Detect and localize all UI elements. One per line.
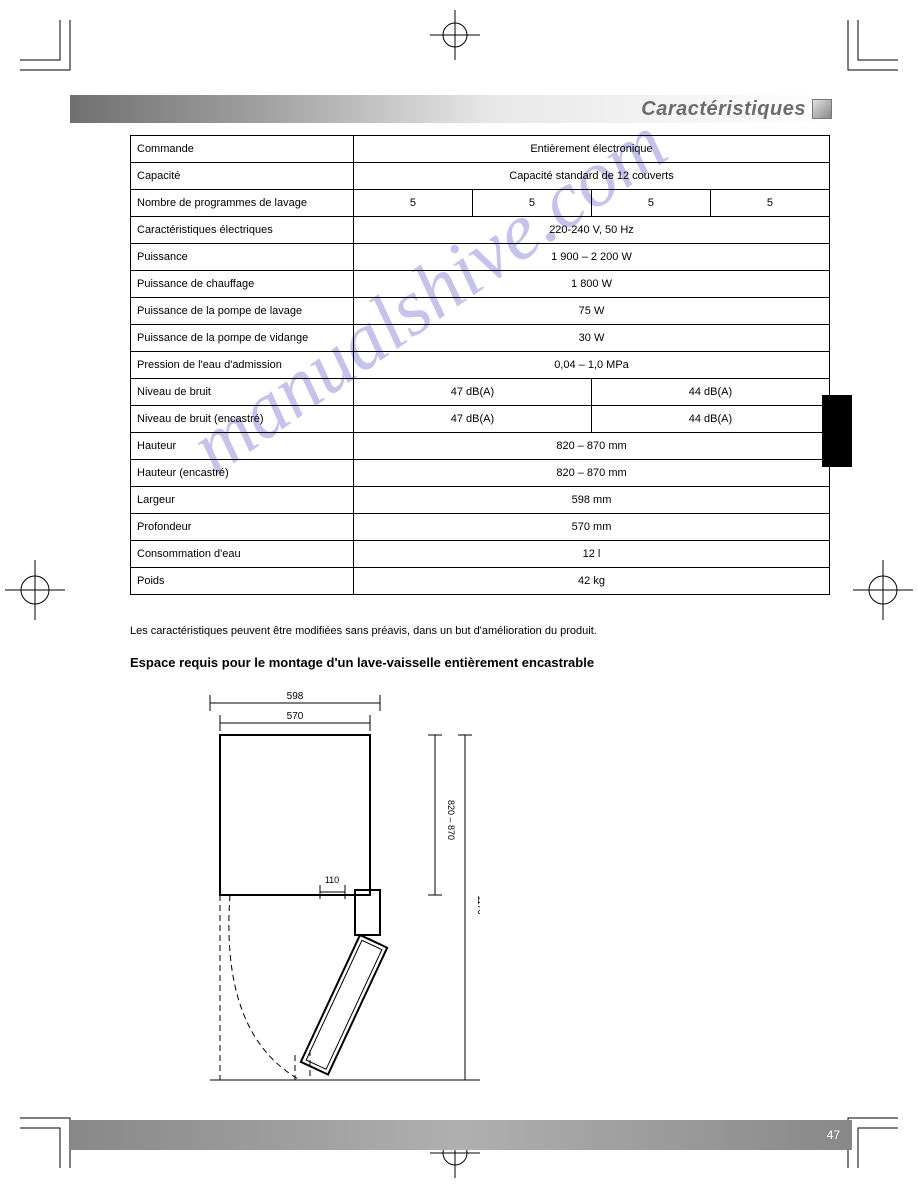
- table-row: Profondeur 570 mm: [131, 514, 830, 541]
- svg-text:110: 110: [325, 875, 339, 885]
- table-row: Puissance de chauffage 1 800 W: [131, 271, 830, 298]
- reg-mark-top: [430, 10, 480, 60]
- reg-mark-right: [853, 560, 913, 620]
- table-row: Niveau de bruit 47 dB(A) 44 dB(A): [131, 379, 830, 406]
- table-row: Puissance de la pompe de vidange 30 W: [131, 325, 830, 352]
- table-row: Niveau de bruit (encastré) 47 dB(A) 44 d…: [131, 406, 830, 433]
- svg-text:598: 598: [287, 691, 304, 702]
- table-row: Caractéristiques électriques 220-240 V, …: [131, 217, 830, 244]
- table-row: Puissance de la pompe de lavage 75 W: [131, 298, 830, 325]
- table-row: Puissance 1 900 – 2 200 W: [131, 244, 830, 271]
- crop-mark-tl: [20, 20, 80, 80]
- svg-text:820 – 870: 820 – 870: [446, 800, 456, 840]
- reg-mark-left: [5, 560, 65, 620]
- table-row: Hauteur 820 – 870 mm: [131, 433, 830, 460]
- table-row: Nombre de programmes de lavage 5 5 5 5: [131, 190, 830, 217]
- spec-table: Commande Entièrement électronique Capaci…: [130, 135, 830, 595]
- section-header: Caractéristiques: [70, 95, 840, 123]
- table-row: Largeur 598 mm: [131, 487, 830, 514]
- crop-mark-tr: [838, 20, 898, 80]
- table-row: Consommation d'eau 12 l: [131, 541, 830, 568]
- header-square-icon: [812, 99, 832, 119]
- page-number: 47: [827, 1128, 840, 1142]
- svg-text:570: 570: [287, 711, 304, 722]
- header-title: Caractéristiques: [641, 98, 806, 121]
- table-row: Pression de l'eau d'admission 0,04 – 1,0…: [131, 352, 830, 379]
- diagram-title: Espace requis pour le montage d'un lave-…: [130, 655, 594, 670]
- footnote: Les caractéristiques peuvent être modifi…: [130, 625, 597, 637]
- dimension-diagram: 598 570 110 820 – 870 1170: [180, 685, 480, 1095]
- table-row: Poids 42 kg: [131, 568, 830, 595]
- svg-text:1170: 1170: [476, 895, 480, 914]
- footer-bar: 47: [70, 1120, 852, 1150]
- table-row: Commande Entièrement électronique: [131, 136, 830, 163]
- table-row: Capacité Capacité standard de 12 couvert…: [131, 163, 830, 190]
- page-body: Caractéristiques Commande Entièrement él…: [70, 95, 840, 1095]
- table-row: Hauteur (encastré) 820 – 870 mm: [131, 460, 830, 487]
